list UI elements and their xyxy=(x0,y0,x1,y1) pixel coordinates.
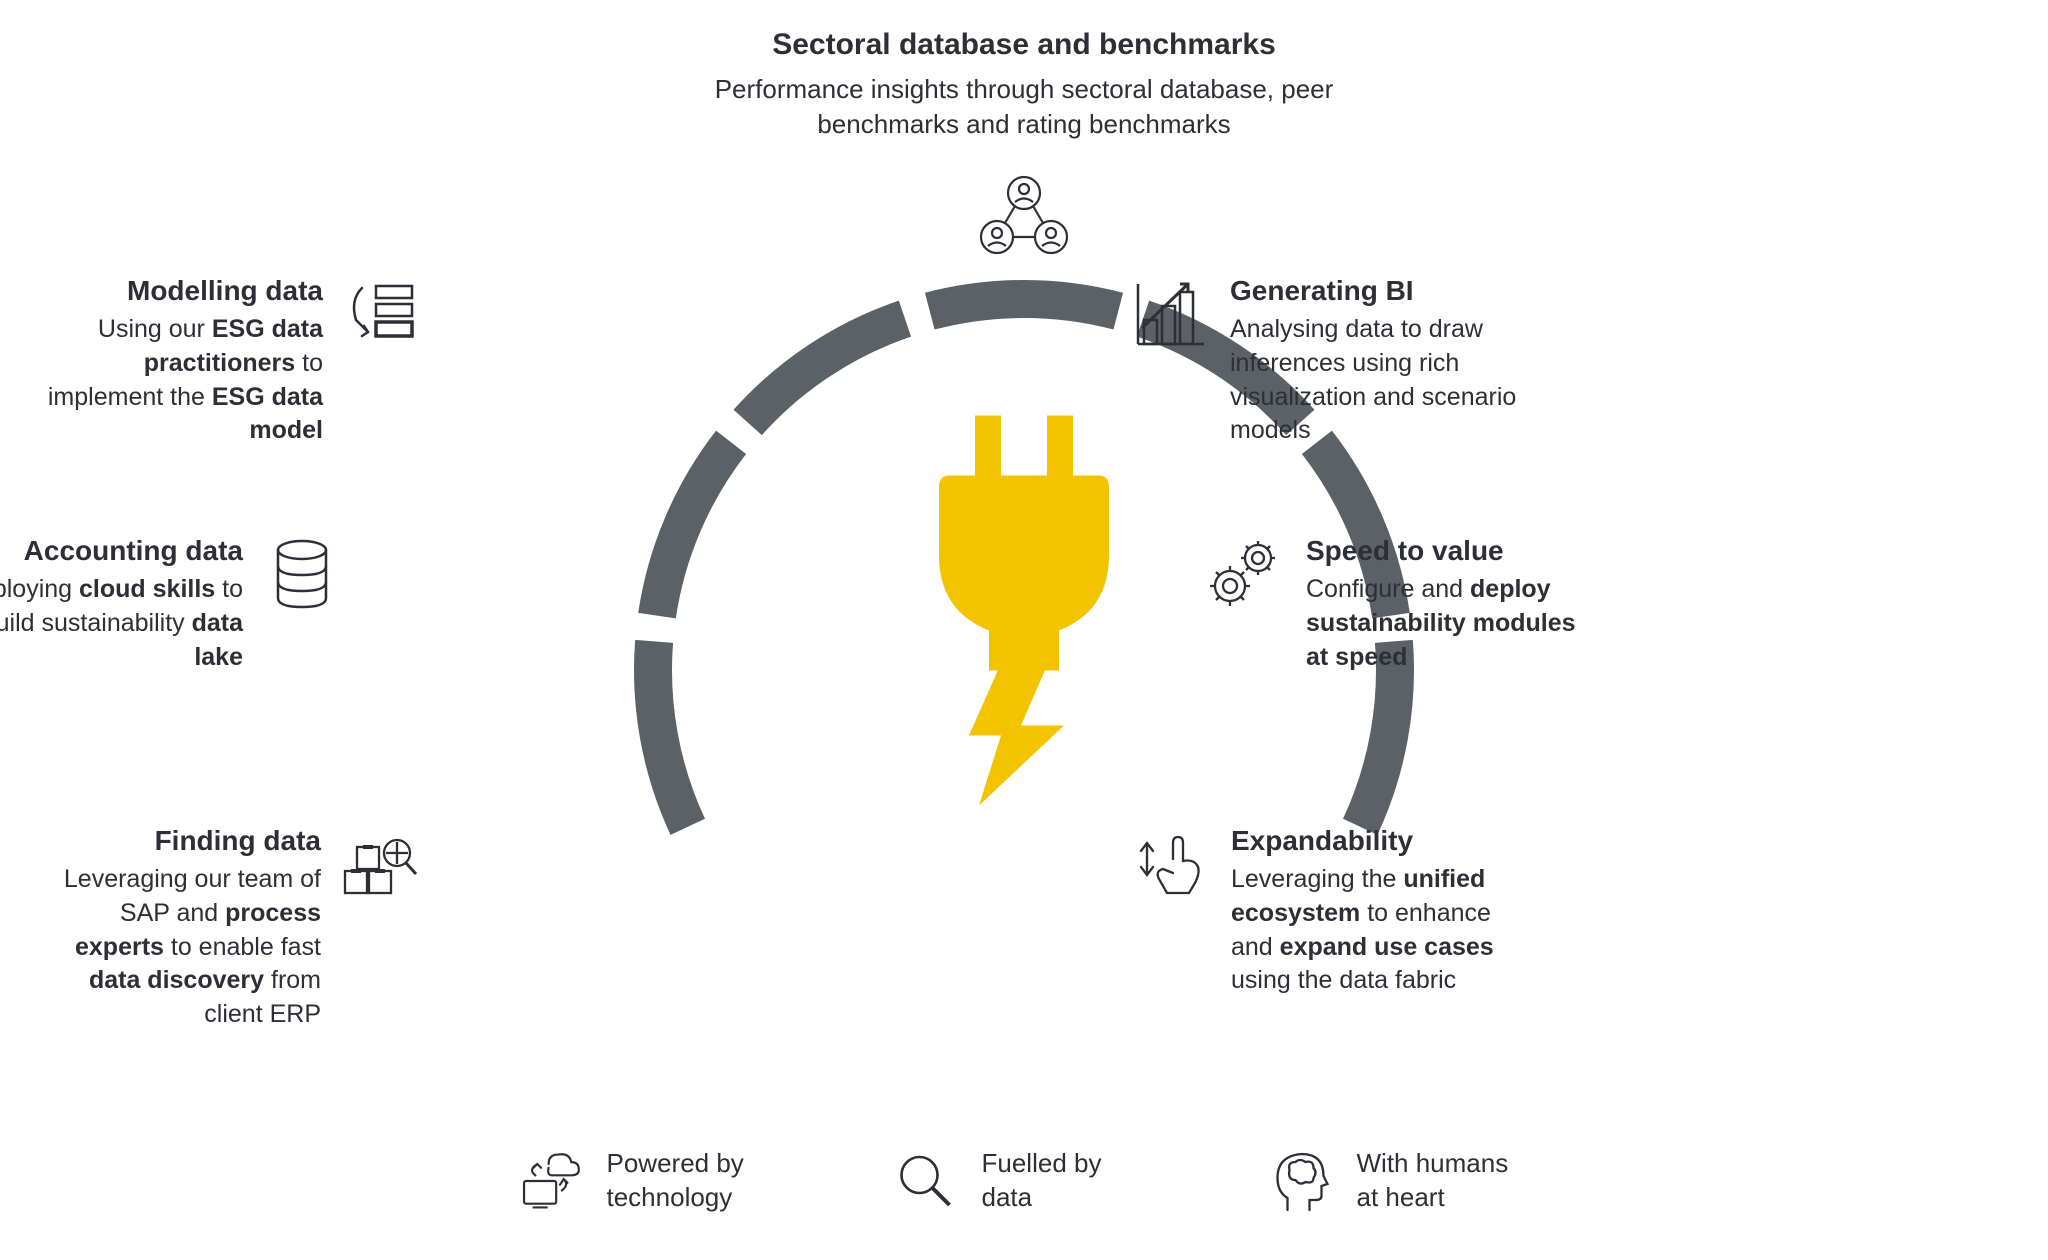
top-title: Sectoral database and benchmarks xyxy=(674,28,1374,62)
item-title: Accounting data xyxy=(0,535,243,567)
bottom-label: Powered by technology xyxy=(607,1147,782,1215)
magnifier-icon xyxy=(892,1147,960,1215)
item-expandability: Expandability Leveraging the unified eco… xyxy=(1133,825,1538,998)
database-icon xyxy=(263,535,341,613)
item-title: Expandability xyxy=(1231,825,1526,857)
bottom-item-technology: Powered by technology xyxy=(517,1147,782,1215)
item-title: Modelling data xyxy=(28,275,323,307)
gears-icon xyxy=(1208,535,1286,613)
top-description: Performance insights through sectoral da… xyxy=(674,72,1374,142)
plug-lightning-icon xyxy=(909,415,1139,810)
item-description: Configure and deploy sustainability modu… xyxy=(1306,573,1601,674)
boxes-search-icon xyxy=(341,825,419,903)
head-brain-icon xyxy=(1267,1147,1335,1215)
item-title: Finding data xyxy=(26,825,321,857)
bar-chart-arrow-icon xyxy=(1132,275,1210,353)
bottom-label: Fuelled by data xyxy=(982,1147,1157,1215)
infographic-container: Sectoral database and benchmarks Perform… xyxy=(0,0,2048,1260)
bottom-item-data: Fuelled by data xyxy=(892,1147,1157,1215)
touch-expand-icon xyxy=(1133,825,1211,903)
item-modelling-data: Modelling data Using our ESG data practi… xyxy=(16,275,421,448)
item-description: Deploying cloud skills to build sustaina… xyxy=(0,573,243,674)
bottom-label: With humans at heart xyxy=(1357,1147,1532,1215)
top-section: Sectoral database and benchmarks Perform… xyxy=(674,28,1374,142)
item-accounting-data: Accounting data Deploying cloud skills t… xyxy=(0,535,341,674)
item-title: Generating BI xyxy=(1230,275,1525,307)
people-network-icon xyxy=(979,175,1069,262)
item-title: Speed to value xyxy=(1306,535,1601,567)
item-generating-bi: Generating BI Analysing data to draw inf… xyxy=(1132,275,1537,448)
item-finding-data: Finding data Leveraging our team of SAP … xyxy=(14,825,419,1032)
bottom-item-humans: With humans at heart xyxy=(1267,1147,1532,1215)
item-description: Analysing data to draw inferences using … xyxy=(1230,313,1525,448)
item-description: Leveraging our team of SAP and process e… xyxy=(26,863,321,1032)
item-speed-to-value: Speed to value Configure and deploy sust… xyxy=(1208,535,1613,674)
data-model-icon xyxy=(343,275,421,353)
bottom-row: Powered by technology Fuelled by data Wi… xyxy=(517,1147,1532,1215)
item-description: Using our ESG data practitioners to impl… xyxy=(28,313,323,448)
item-description: Leveraging the unified ecosystem to enha… xyxy=(1231,863,1526,998)
cloud-computer-icon xyxy=(517,1147,585,1215)
